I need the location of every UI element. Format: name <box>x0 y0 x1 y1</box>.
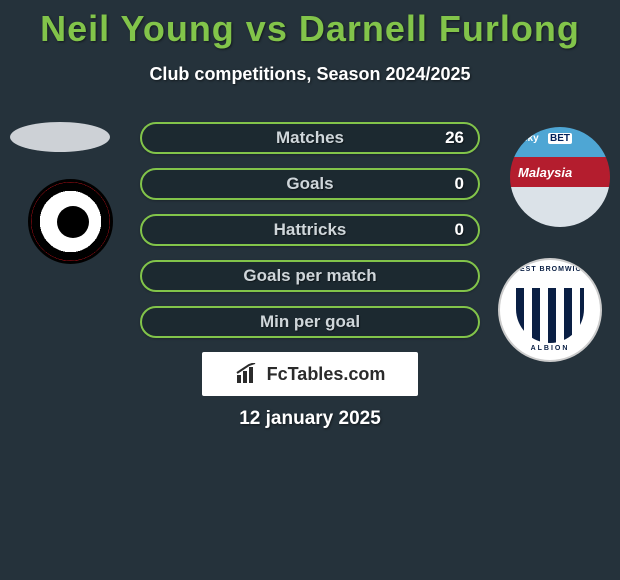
stat-label: Goals <box>286 174 333 194</box>
stat-row: Matches 26 <box>140 122 480 154</box>
stat-label: Matches <box>276 128 344 148</box>
stat-label: Min per goal <box>260 312 360 332</box>
crest-right-stripes <box>516 288 584 343</box>
stat-value-right: 0 <box>455 174 464 194</box>
club-crest-left <box>28 179 113 264</box>
stat-row: Min per goal <box>140 306 480 338</box>
stat-value-right: 26 <box>445 128 464 148</box>
date: 12 january 2025 <box>0 408 620 430</box>
stat-row: Goals 0 <box>140 168 480 200</box>
stat-row: Hattricks 0 <box>140 214 480 246</box>
photo-bg-text-malaysia: Malaysia <box>518 165 572 180</box>
stat-value-right: 0 <box>455 220 464 240</box>
branding-chart-icon <box>235 363 261 385</box>
photo-bg-text-sky: sky <box>522 133 539 144</box>
player-photo-left <box>10 122 110 152</box>
stat-rows: Matches 26 Goals 0 Hattricks 0 Goals per… <box>140 122 480 352</box>
stat-label: Goals per match <box>243 266 376 286</box>
stat-row: Goals per match <box>140 260 480 292</box>
player-photo-right: sky BET Malaysia <box>510 127 610 227</box>
subtitle: Club competitions, Season 2024/2025 <box>0 64 620 85</box>
page-title: Neil Young vs Darnell Furlong <box>0 0 620 50</box>
club-crest-right: WEST BROMWICH ALBION <box>500 260 600 360</box>
comparison-infographic: Neil Young vs Darnell Furlong Club compe… <box>0 0 620 580</box>
branding-box: FcTables.com <box>202 352 418 396</box>
crest-right-bottom-text: ALBION <box>500 345 600 352</box>
stat-label: Hattricks <box>274 220 347 240</box>
photo-bg-text-bet: BET <box>548 133 572 144</box>
branding-text: FcTables.com <box>267 364 386 385</box>
crest-right-top-text: WEST BROMWICH <box>500 266 600 273</box>
